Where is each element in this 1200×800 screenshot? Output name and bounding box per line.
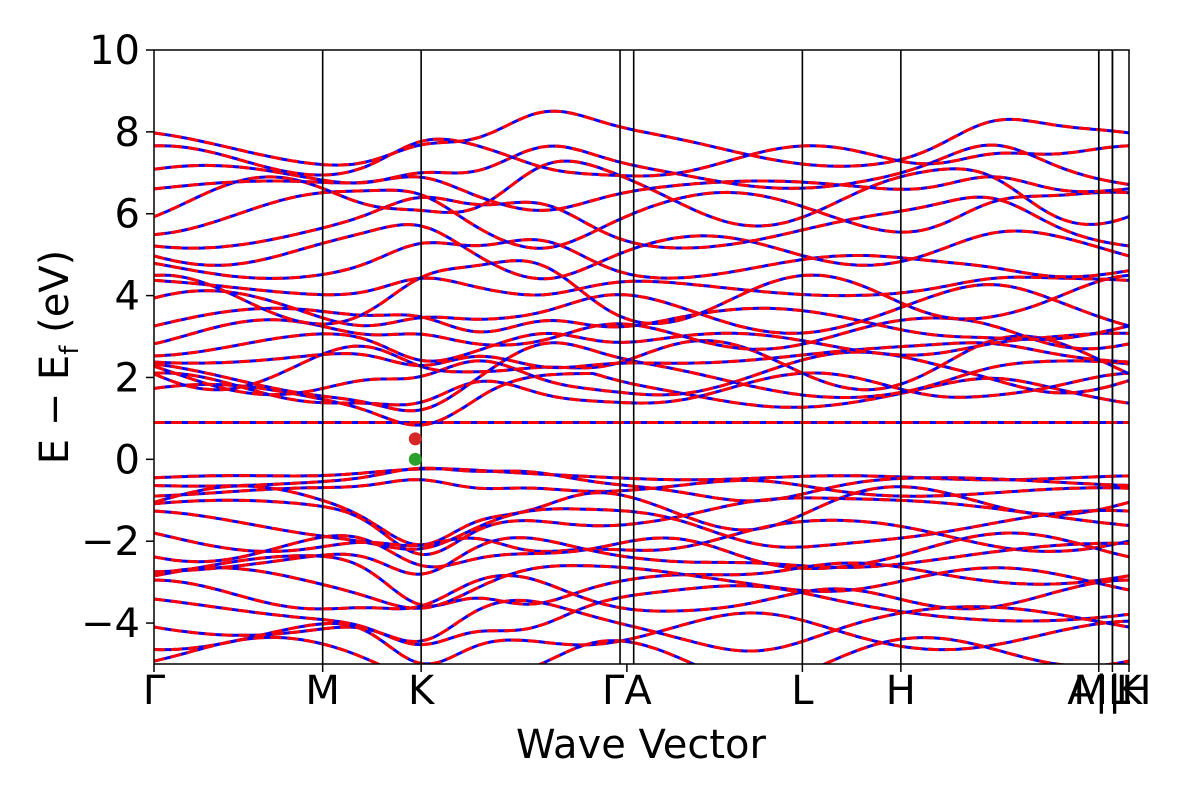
band-line-red xyxy=(154,331,1129,363)
y-tick-label: 6 xyxy=(115,192,140,238)
band-line-red xyxy=(154,496,1129,557)
plot-area xyxy=(154,50,1129,664)
band-line-red xyxy=(154,306,1129,341)
band-line-red xyxy=(154,611,1129,664)
y-axis-ticks: −4 −2 0 2 4 6 8 10 xyxy=(81,28,154,647)
band-line-red xyxy=(154,484,1129,547)
y-tick-label: 0 xyxy=(115,437,140,483)
band-line-red xyxy=(154,238,1129,280)
band-line-red xyxy=(154,531,1129,570)
band-line-red xyxy=(154,518,1129,553)
band-line-red xyxy=(154,195,1129,250)
bands-group xyxy=(154,109,1129,664)
x-axis-ticks: Γ M K ΓA L H A|LM|HK xyxy=(143,664,1151,714)
y-axis-label: E − Ef (eV) xyxy=(32,250,85,465)
x-axis-label: Wave Vector xyxy=(516,722,767,768)
y-tick-label: −2 xyxy=(81,519,140,565)
y-tick-label: −4 xyxy=(81,601,140,647)
band-line-red xyxy=(154,175,1129,212)
y-tick-label: 10 xyxy=(89,28,140,74)
band-line-red xyxy=(154,341,1129,370)
band-line-red xyxy=(154,275,1129,298)
band-line-red xyxy=(154,109,1129,168)
band-line-red xyxy=(154,188,1129,250)
band-line-red xyxy=(154,635,1129,664)
band-line-red xyxy=(154,283,1129,335)
band-line-red xyxy=(154,372,1129,427)
band-line-red xyxy=(154,584,1129,647)
band-line-red xyxy=(154,259,1129,326)
band-line-red xyxy=(154,478,1129,498)
band-line-red xyxy=(154,598,1129,653)
x-tick-label: ΓA xyxy=(602,668,652,714)
x-tick-label: H xyxy=(886,668,916,714)
y-tick-label: 2 xyxy=(115,355,140,401)
band-line-red xyxy=(154,467,1129,482)
band-line-red xyxy=(154,564,1129,610)
band-line-red xyxy=(154,143,1129,190)
band-line-red xyxy=(154,574,1129,613)
x-tick-label: K xyxy=(1116,668,1144,714)
cbm-marker xyxy=(408,432,422,446)
vbm-marker xyxy=(408,452,422,466)
y-tick-label: 4 xyxy=(115,274,140,320)
band-line-red xyxy=(154,466,1129,503)
x-tick-label: Γ xyxy=(143,668,166,714)
k-point-lines xyxy=(321,50,1114,664)
x-tick-label: K xyxy=(408,668,436,714)
band-line-red xyxy=(154,137,1129,178)
plot-frame xyxy=(153,49,1130,665)
band-line-red xyxy=(154,371,1129,407)
band-edge-markers xyxy=(408,432,422,466)
band-line-red xyxy=(154,334,1129,392)
band-line-red xyxy=(154,159,1129,228)
band-line-red xyxy=(154,350,1129,397)
x-tick-label: M xyxy=(305,668,340,714)
x-tick-label: M|H xyxy=(1073,668,1151,714)
y-tick-label: 8 xyxy=(115,110,140,156)
band-line-red xyxy=(154,507,1129,551)
x-tick-label: L xyxy=(791,668,814,714)
band-line-red xyxy=(154,554,1129,608)
x-tick-label: A|L xyxy=(1067,668,1131,714)
